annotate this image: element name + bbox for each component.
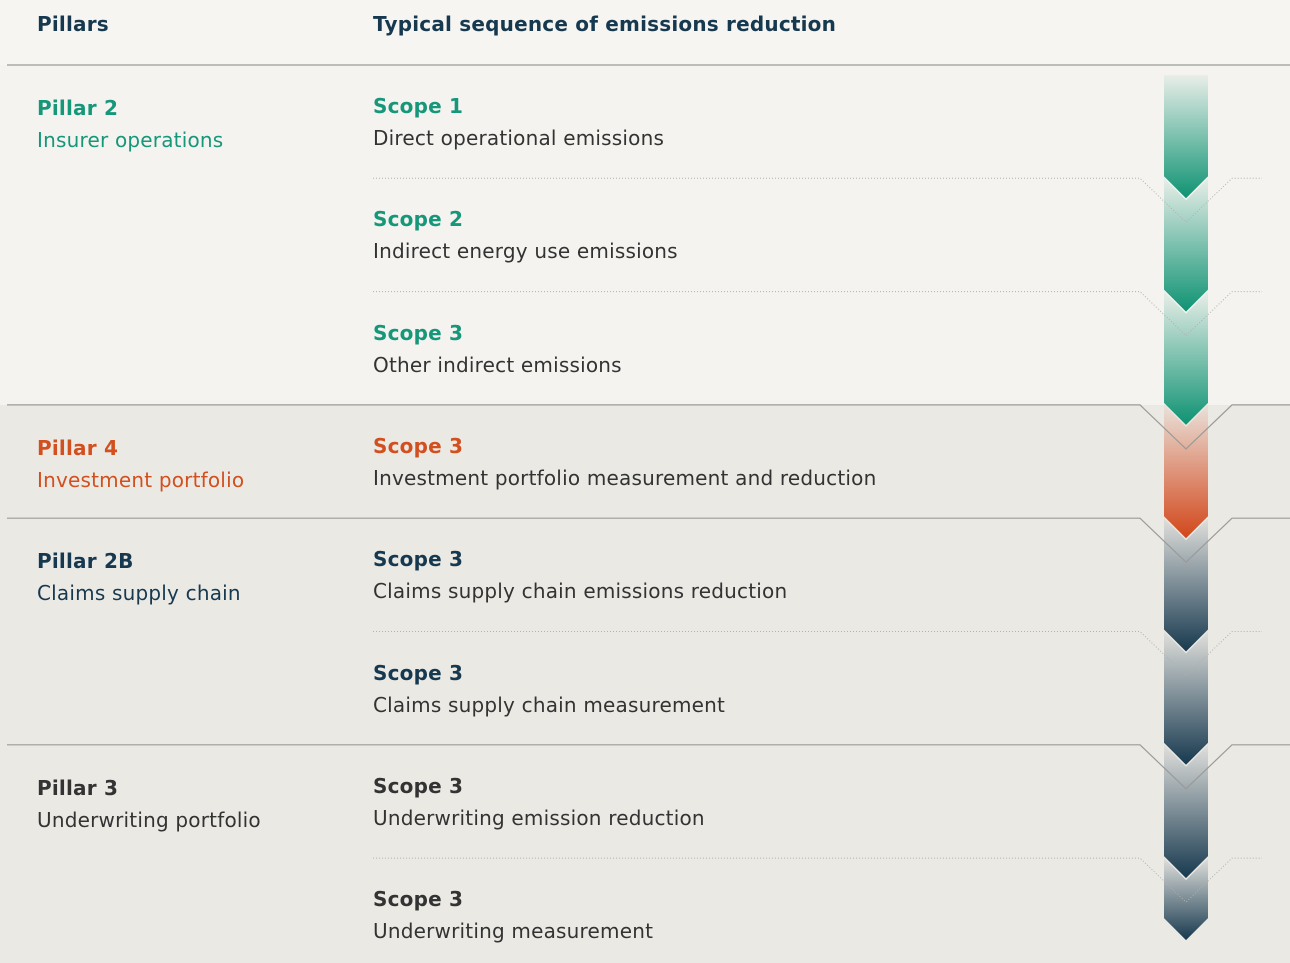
pillar-name: Claims supply chain [37, 581, 241, 606]
pillar-name: Underwriting portfolio [37, 807, 261, 832]
item-separator [373, 177, 1262, 223]
scope-desc: Investment portfolio measurement and red… [373, 465, 877, 490]
item-separator [373, 857, 1262, 903]
arrow [1164, 858, 1208, 941]
scope-desc: Underwriting measurement [373, 919, 654, 944]
pillar-label: Pillar 2 [37, 96, 119, 120]
scope-label: Scope 3 [373, 887, 464, 912]
arrow [1164, 178, 1208, 312]
group-bg [0, 65, 1290, 405]
scope-label: Scope 3 [373, 660, 464, 685]
pillar-label: Pillar 2B [37, 549, 134, 574]
scope-desc: Direct operational emissions [373, 126, 665, 150]
group-separator [7, 517, 1290, 564]
scope-label: Scope 3 [373, 547, 464, 572]
header-pillars: Pillars [37, 12, 109, 36]
group-bg [0, 744, 1290, 963]
scope-label: Scope 3 [373, 433, 464, 458]
scope-desc: Claims supply chain measurement [373, 692, 726, 717]
group-separator [7, 744, 1290, 790]
pillar-label: Pillar 3 [37, 775, 119, 800]
arrow [1164, 75, 1208, 199]
scope-label: Scope 2 [373, 207, 464, 232]
item-separator [373, 291, 1262, 337]
item-separator [373, 631, 1262, 677]
arrow [1164, 631, 1208, 765]
arrow [1164, 291, 1208, 425]
group-separator [7, 404, 1290, 450]
header-bg [0, 0, 1290, 65]
scope-label: Scope 1 [373, 94, 464, 118]
pillar-name: Investment portfolio [37, 467, 245, 492]
scope-desc: Indirect energy use emissions [373, 239, 678, 264]
scope-label: Scope 3 [373, 320, 464, 345]
scope-desc: Underwriting emission reduction [373, 805, 705, 830]
scope-desc: Other indirect emissions [373, 352, 622, 377]
pillar-label: Pillar 4 [37, 435, 119, 460]
scope-label: Scope 3 [373, 773, 464, 798]
group-bg [0, 404, 1290, 519]
pillar-name: Insurer operations [37, 128, 224, 152]
header-sequence: Typical sequence of emissions reduction [373, 12, 837, 36]
scope-desc: Claims supply chain emissions reduction [373, 579, 788, 604]
